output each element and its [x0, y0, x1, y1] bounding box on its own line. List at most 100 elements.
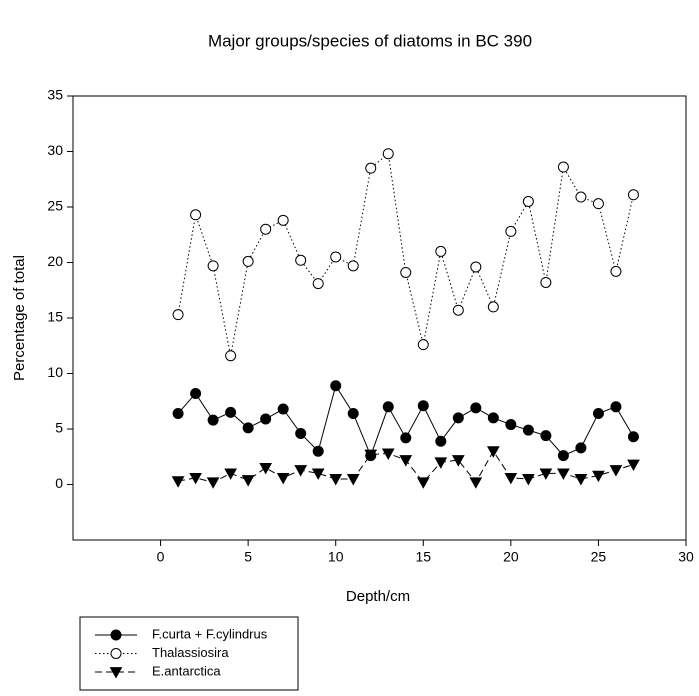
marker	[260, 223, 272, 235]
legend: F.curta + F.cylindrus Thalassiosira E.anta…	[79, 616, 299, 691]
marker	[505, 419, 517, 431]
marker	[171, 476, 185, 488]
marker	[364, 449, 378, 462]
legend-marker	[110, 629, 122, 641]
marker	[592, 198, 604, 210]
marker	[312, 445, 324, 457]
marker	[347, 407, 359, 419]
marker	[504, 472, 518, 485]
legend-marker	[110, 648, 122, 659]
marker	[505, 225, 517, 237]
marker	[417, 400, 429, 412]
marker	[416, 477, 430, 489]
marker	[207, 260, 219, 272]
marker	[276, 472, 290, 485]
marker	[610, 265, 622, 277]
marker	[241, 475, 255, 487]
marker	[627, 459, 640, 472]
marker	[435, 245, 447, 257]
x-tick-label: 0	[157, 549, 165, 565]
y-tick-label: 15	[47, 309, 63, 325]
marker	[295, 427, 307, 439]
marker	[627, 431, 639, 443]
marker	[575, 442, 587, 454]
marker	[382, 148, 394, 160]
marker	[365, 162, 377, 174]
marker	[557, 161, 569, 173]
marker	[294, 465, 308, 477]
y-tick-label: 0	[55, 475, 63, 491]
marker	[330, 251, 342, 263]
marker	[627, 189, 639, 201]
y-tick-label: 5	[55, 420, 63, 436]
marker	[242, 255, 254, 267]
marker	[225, 350, 237, 362]
legend-label: F.curta + F.cylindrus	[152, 626, 268, 641]
marker	[346, 474, 360, 486]
marker	[172, 309, 184, 321]
series-line	[177, 152, 634, 356]
marker	[452, 412, 464, 424]
x-tick-label: 20	[503, 549, 519, 565]
marker	[206, 477, 220, 489]
marker	[487, 301, 499, 313]
marker	[592, 407, 604, 419]
marker	[610, 401, 622, 413]
y-tick-label: 25	[47, 198, 63, 214]
y-tick-label: 30	[47, 142, 63, 158]
marker	[470, 261, 482, 273]
marker	[347, 260, 359, 272]
legend-label: Thalassiosira	[152, 645, 229, 660]
marker	[592, 470, 605, 483]
y-tick-label: 35	[47, 87, 63, 103]
marker	[225, 406, 237, 418]
marker	[224, 468, 237, 480]
marker	[330, 380, 342, 392]
marker	[399, 455, 413, 467]
marker	[189, 472, 202, 485]
x-tick-label: 15	[415, 549, 431, 565]
marker	[329, 474, 343, 486]
marker	[400, 266, 412, 278]
marker	[311, 468, 325, 480]
marker	[540, 430, 552, 442]
marker	[435, 435, 447, 447]
marker	[190, 209, 202, 221]
marker	[540, 276, 552, 288]
marker	[539, 468, 553, 480]
x-tick-label: 25	[591, 549, 607, 565]
y-tick-label: 10	[47, 364, 63, 380]
marker	[470, 402, 482, 414]
marker	[486, 446, 500, 458]
x-axis-label: Depth/cm	[346, 588, 410, 605]
marker	[575, 191, 587, 203]
chart-title: Major groups/species of diatoms in BC 39…	[208, 31, 532, 50]
series-line	[177, 384, 634, 458]
marker	[557, 468, 570, 480]
marker	[522, 195, 534, 207]
marker	[190, 387, 202, 399]
marker	[434, 457, 448, 469]
marker	[242, 422, 254, 434]
marker	[172, 407, 184, 419]
legend-marker	[109, 667, 123, 679]
y-tick-label: 20	[47, 253, 63, 269]
marker	[417, 339, 429, 351]
y-axis-label: Percentage of total	[11, 255, 28, 381]
marker	[451, 455, 465, 467]
x-tick-label: 5	[244, 549, 252, 565]
marker	[400, 432, 412, 444]
marker	[609, 465, 623, 477]
marker	[522, 424, 534, 436]
marker	[574, 474, 588, 486]
marker	[487, 412, 499, 424]
marker	[260, 413, 272, 425]
marker	[207, 414, 219, 426]
x-tick-label: 30	[678, 549, 694, 565]
legend-label: E.antarctica	[152, 663, 221, 678]
marker	[259, 462, 273, 475]
marker	[469, 477, 483, 489]
marker	[295, 254, 307, 266]
